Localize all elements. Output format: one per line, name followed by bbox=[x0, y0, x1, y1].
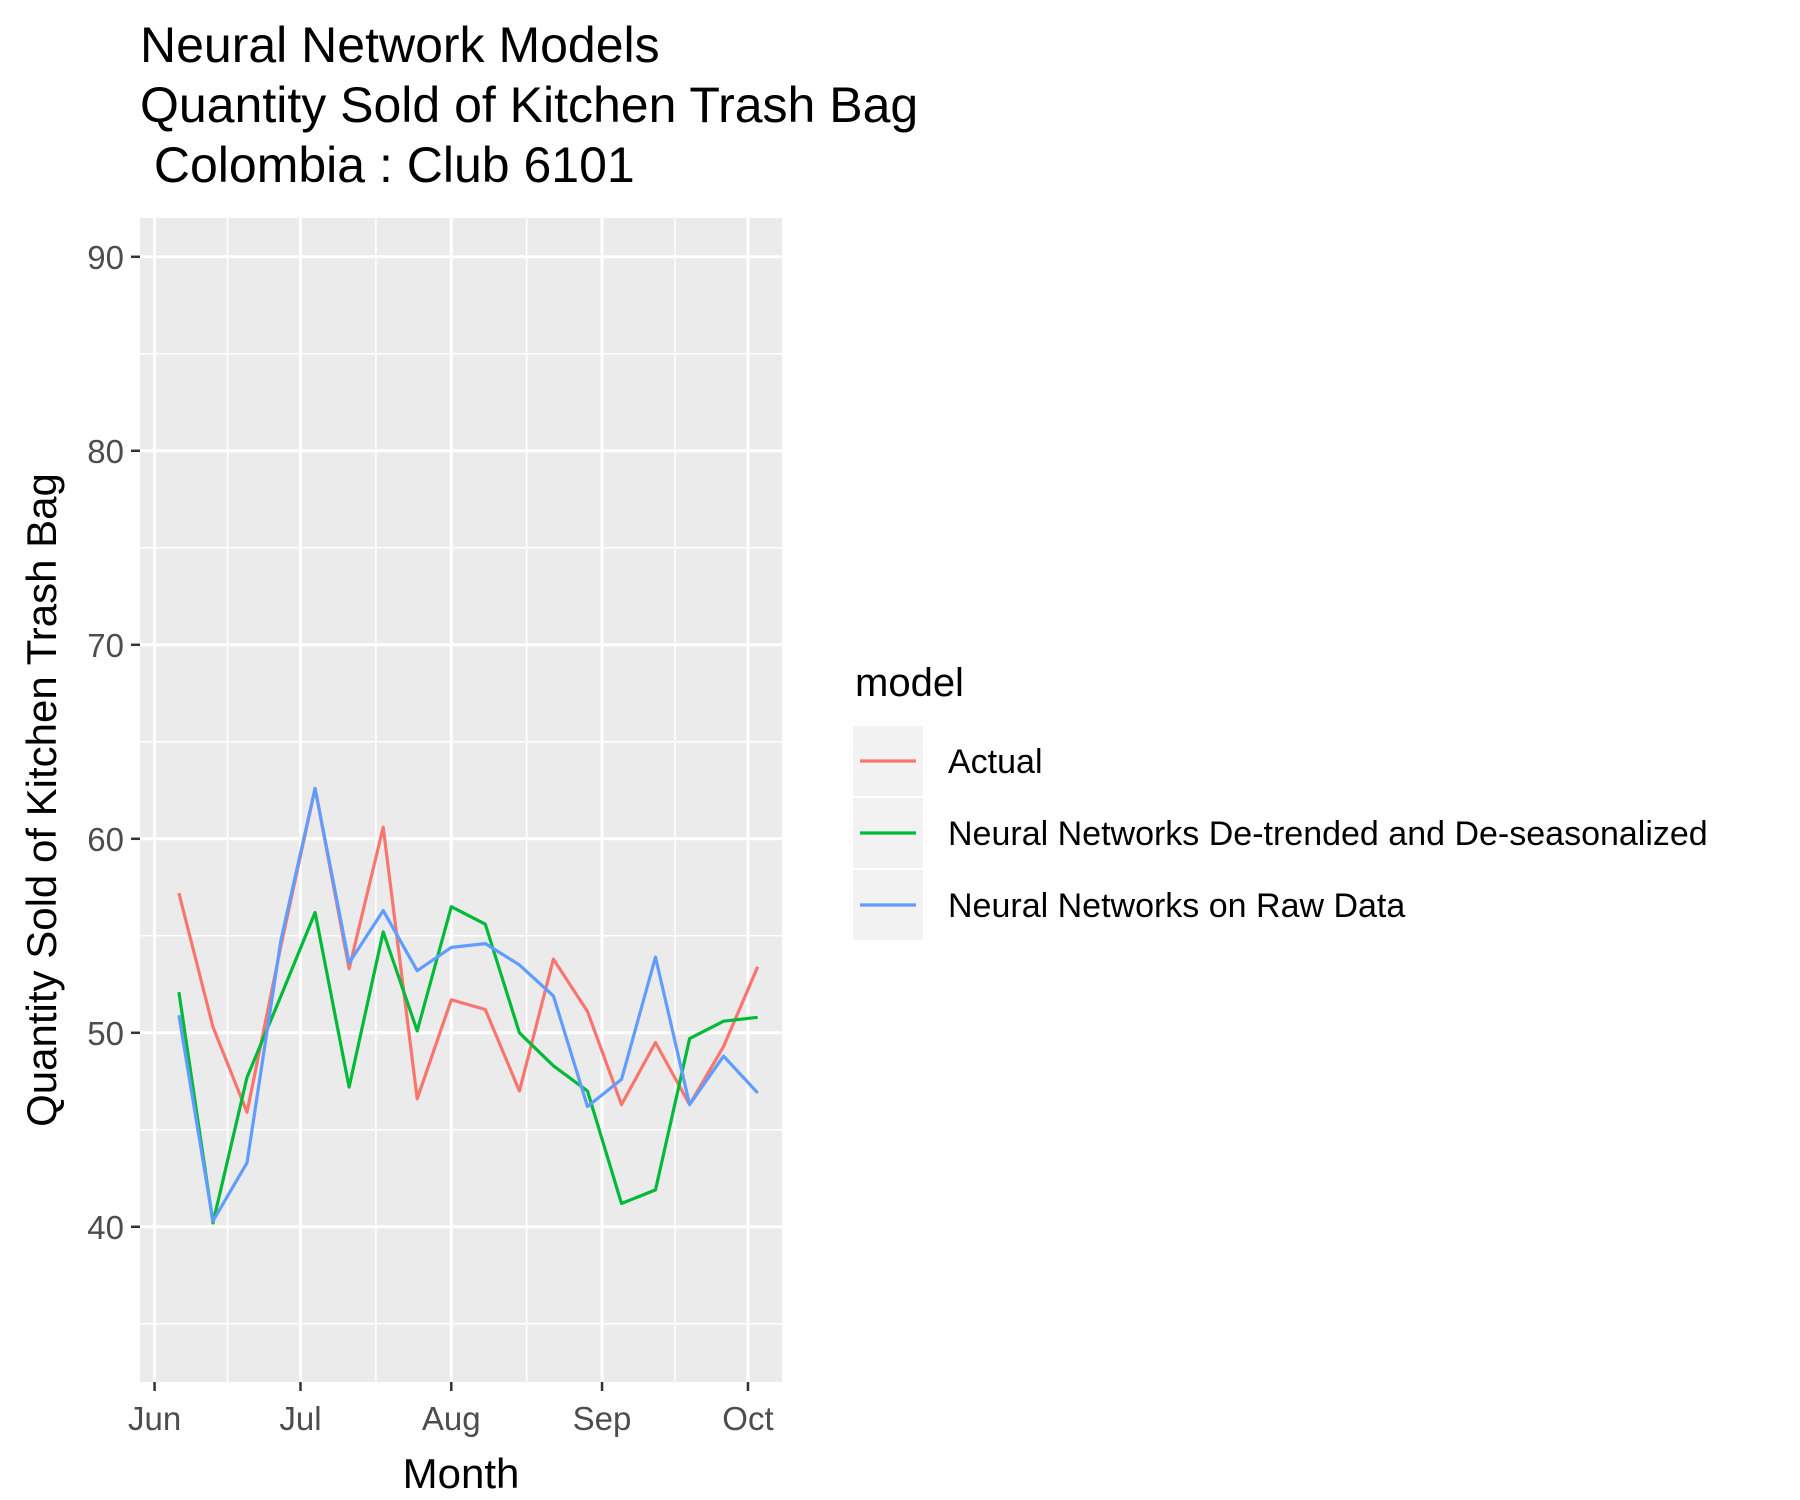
legend-label-neural-networks-de-trended-and-de-seasonalized: Neural Networks De-trended and De-season… bbox=[948, 815, 1708, 853]
x-tick-label: Aug bbox=[422, 1400, 481, 1437]
x-tick-label: Jul bbox=[279, 1400, 321, 1437]
minor-gridlines bbox=[140, 218, 782, 1382]
plot-panel bbox=[140, 218, 782, 1382]
y-axis-title: Quantity Sold of Kitchen Trash Bag bbox=[18, 473, 65, 1127]
legend-label-neural-networks-on-raw-data: Neural Networks on Raw Data bbox=[948, 887, 1405, 925]
y-tick-label: 70 bbox=[87, 627, 124, 664]
x-tick-label: Oct bbox=[722, 1400, 773, 1437]
y-tick-label: 80 bbox=[87, 433, 124, 470]
legend-label-actual: Actual bbox=[948, 743, 1043, 781]
y-tick-label: 50 bbox=[87, 1015, 124, 1052]
series-line-neural-networks-de-trended-and-de-seasonalized bbox=[177, 905, 758, 1225]
x-tick-label: Sep bbox=[573, 1400, 632, 1437]
series-line-neural-networks-on-raw-data bbox=[177, 786, 759, 1223]
series-lines bbox=[177, 786, 760, 1225]
x-tick-label: Jun bbox=[128, 1400, 181, 1437]
x-axis-title: Month bbox=[403, 1450, 520, 1497]
title-line-3: Colombia : Club 6101 bbox=[140, 137, 635, 193]
title-line-1: Neural Network Models bbox=[140, 17, 660, 73]
major-gridlines bbox=[140, 218, 782, 1382]
y-tick-label: 40 bbox=[87, 1209, 124, 1246]
chart-title: Neural Network Models Quantity Sold of K… bbox=[140, 17, 918, 193]
legend: model Actual Neural Networks De-trended a… bbox=[853, 661, 1708, 940]
legend-title: model bbox=[855, 661, 964, 705]
title-line-2: Quantity Sold of Kitchen Trash Bag bbox=[140, 77, 918, 133]
y-tick-label: 60 bbox=[87, 821, 124, 858]
y-tick-label: 90 bbox=[87, 239, 124, 276]
x-axis: Jun Jul Aug Sep Oct bbox=[128, 1382, 774, 1437]
y-axis: 40 50 60 70 80 90 bbox=[87, 239, 140, 1246]
